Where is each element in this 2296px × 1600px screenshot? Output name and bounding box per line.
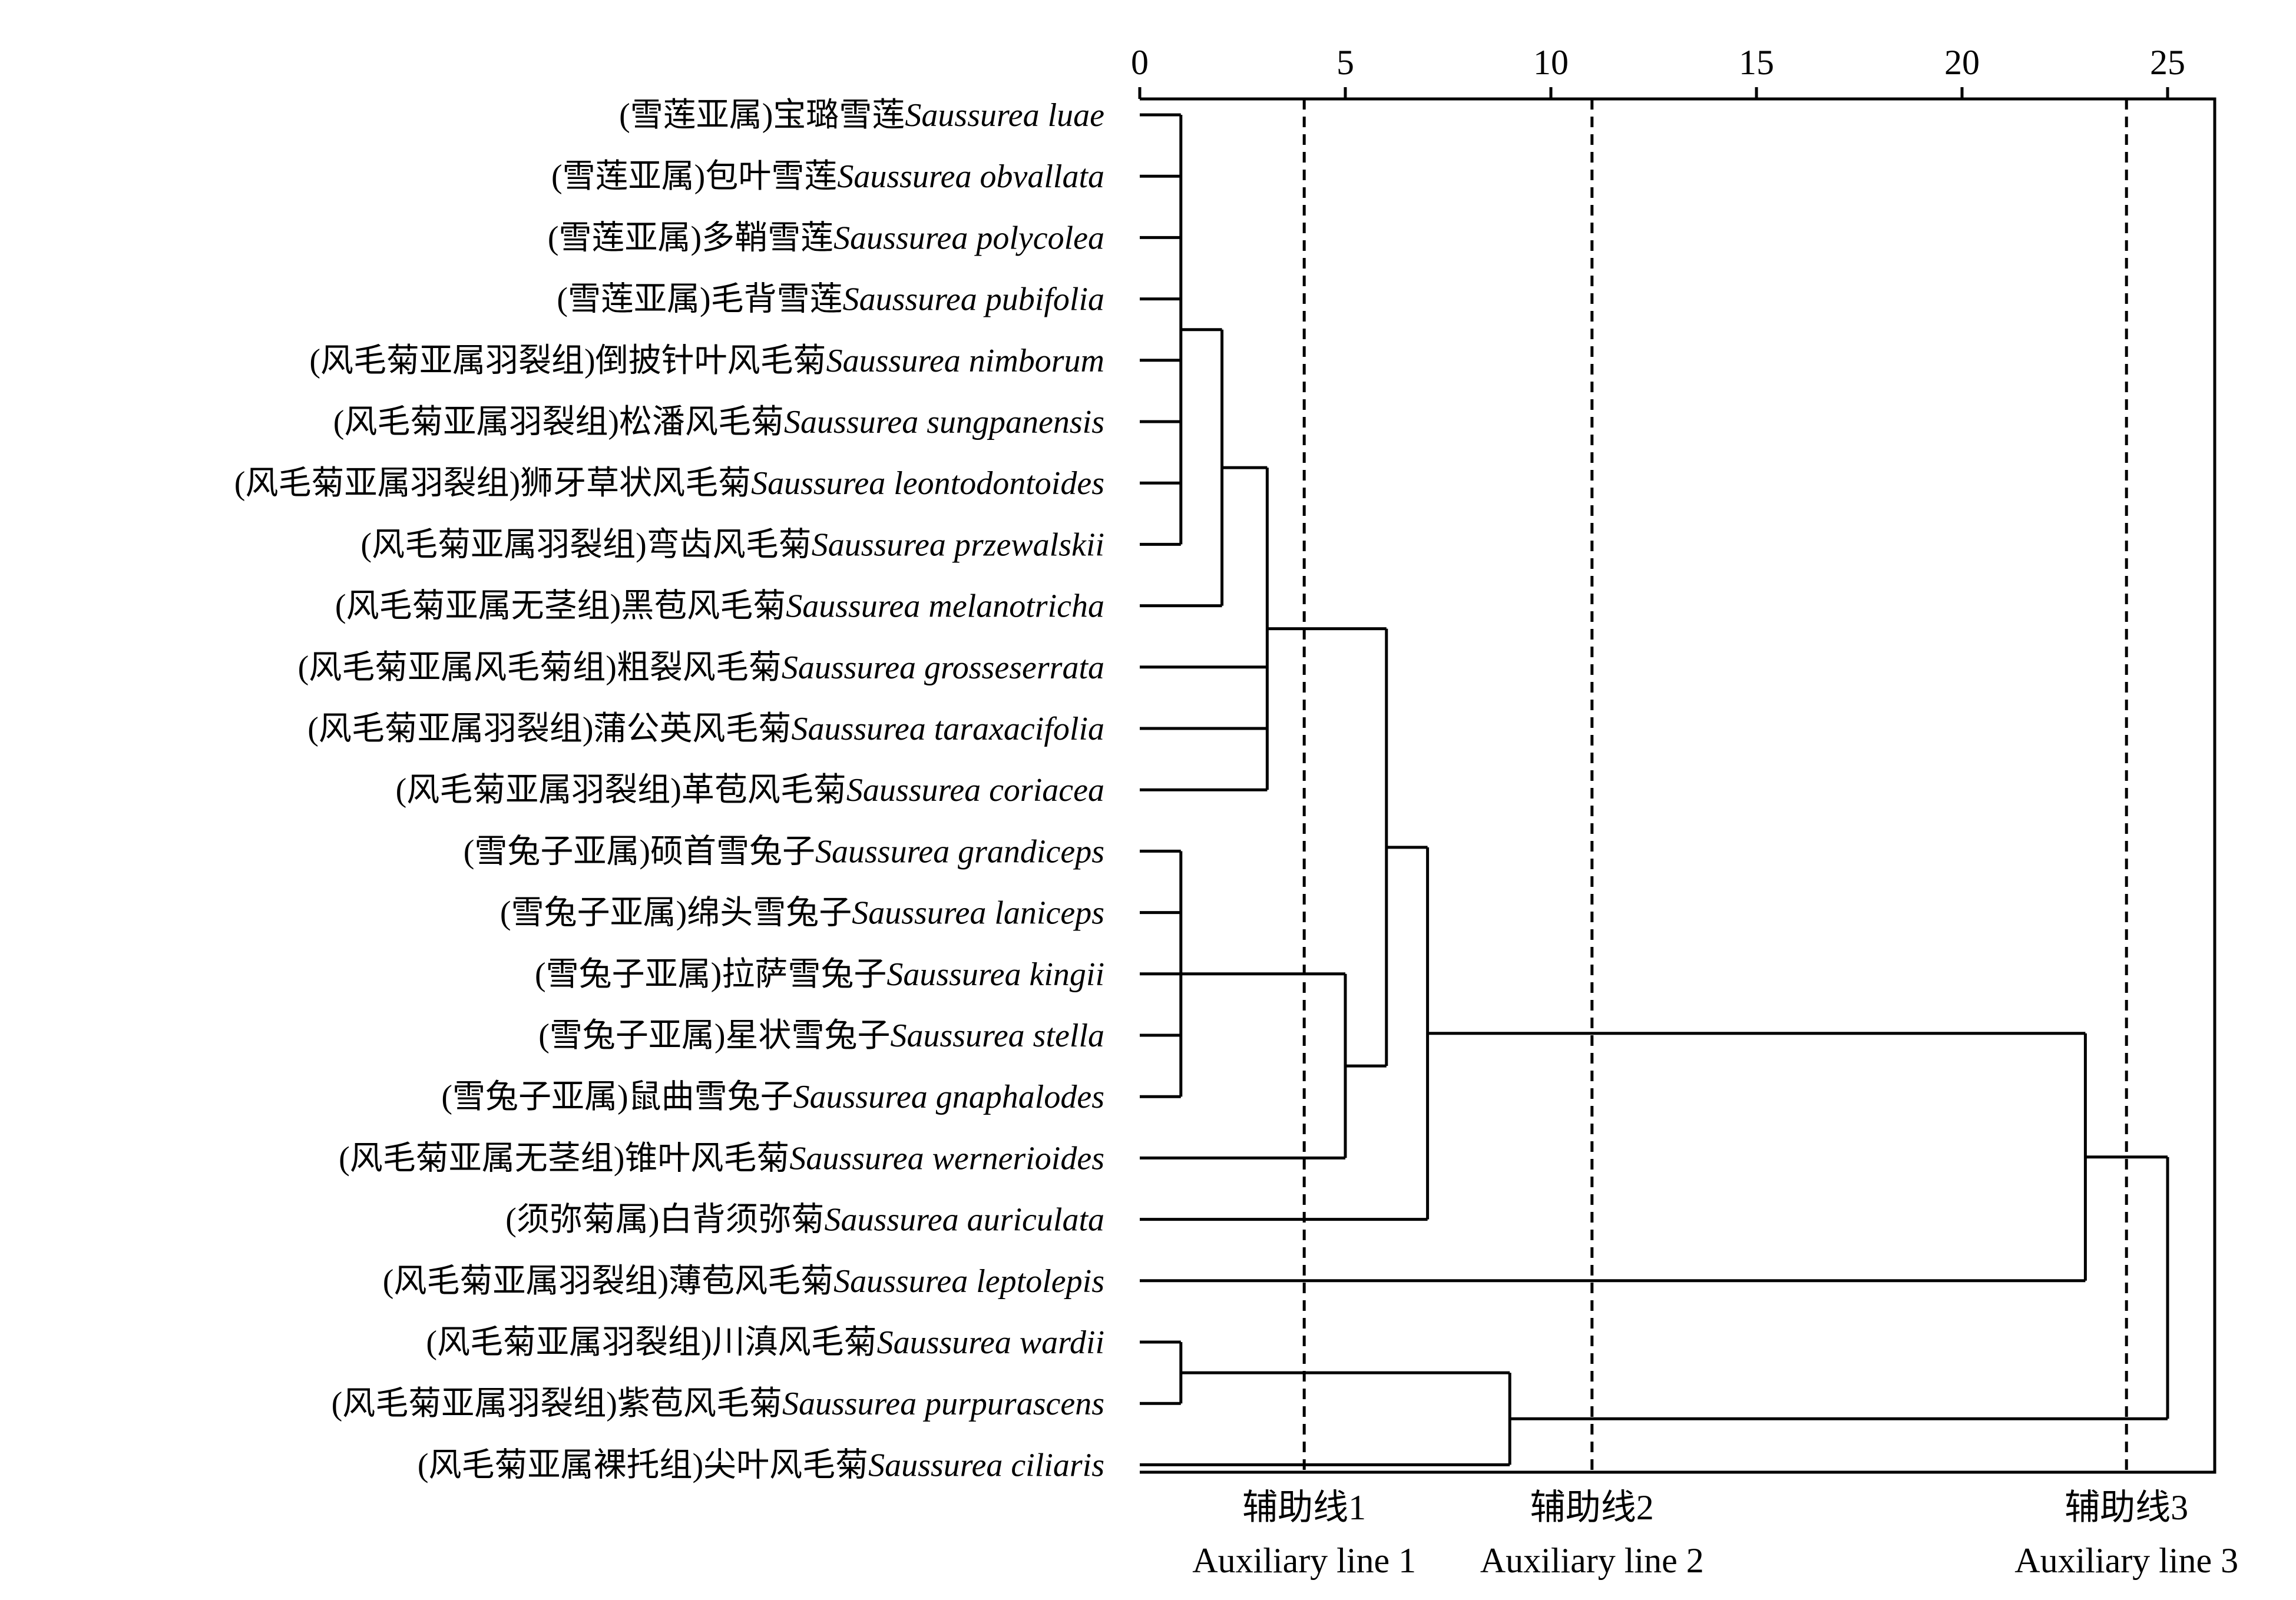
leaf-label-cn: (风毛菊亚属羽裂组)薄苞风毛菊 [383,1263,833,1300]
leaf-label: (风毛菊亚属羽裂组)松潘风毛菊Saussurea sungpanensis [333,404,1104,440]
leaf-label-cn: (风毛菊亚属羽裂组)倒披针叶风毛菊 [309,343,826,379]
leaf-label-scientific: Saussurea polycolea [833,220,1104,256]
leaf-label-cn: (雪兔子亚属)硕首雪兔子 [464,833,815,870]
x-tick-label: 10 [1533,43,1569,82]
leaf-label: (风毛菊亚属羽裂组)川滇风毛菊Saussurea wardii [426,1324,1104,1361]
x-tick-label: 20 [1944,43,1980,82]
leaf-label-cn: (风毛菊亚属羽裂组)紫苞风毛菊 [332,1386,782,1422]
leaf-label: (雪兔子亚属)鼠曲雪兔子Saussurea gnaphalodes [441,1079,1104,1115]
leaf-label-scientific: Saussurea kingii [886,956,1104,993]
leaf-label-scientific: Saussurea auriculata [825,1202,1104,1238]
leaf-label: (风毛菊亚属羽裂组)弯齿风毛菊Saussurea przewalskii [360,526,1104,563]
auxiliary-label-en-1: Auxiliary line 1 [1192,1541,1416,1580]
x-tick-label: 5 [1336,43,1354,82]
leaf-label-scientific: Saussurea luae [905,97,1104,134]
x-tick-label: 15 [1739,43,1774,82]
leaf-label-scientific: Saussurea stella [891,1018,1104,1054]
leaf-label-cn: (风毛菊亚属裸托组)尖叶风毛菊 [418,1447,868,1483]
leaf-label: (风毛菊亚属羽裂组)紫苞风毛菊Saussurea purpurascens [332,1386,1104,1422]
leaf-label: (雪兔子亚属)绵头雪兔子Saussurea laniceps [500,895,1104,932]
leaf-label: (雪莲亚属)包叶雪莲Saussurea obvallata [551,158,1104,195]
leaf-label: (雪兔子亚属)拉萨雪兔子Saussurea kingii [535,956,1104,993]
leaf-label-scientific: Saussurea przewalskii [812,526,1104,563]
dendrogram-branches [1140,113,2169,1466]
leaf-label-scientific: Saussurea gnaphalodes [793,1079,1104,1115]
leaf-label-scientific: Saussurea wernerioides [789,1140,1104,1177]
plot-frame [1140,97,2216,1474]
leaf-label: (雪莲亚属)多鞘雪莲Saussurea polycolea [548,220,1104,256]
leaf-label: (雪莲亚属)毛背雪莲Saussurea pubifolia [557,281,1104,318]
leaf-label-scientific: Saussurea leontodontoides [751,465,1104,502]
leaf-label-scientific: Saussurea taraxacifolia [792,711,1104,747]
leaf-label-cn: (风毛菊亚属风毛菊组)粗裂风毛菊 [298,650,782,686]
auxiliary-label-cn-2: 辅助线2 [1530,1488,1654,1527]
leaf-label-scientific: Saussurea obvallata [837,158,1104,195]
leaf-label-scientific: Saussurea wardii [877,1324,1104,1361]
leaf-label-scientific: Saussurea ciliaris [868,1447,1104,1483]
leaf-label: (须弥菊属)白背须弥菊Saussurea auriculata [505,1202,1104,1238]
leaf-label-cn: (风毛菊亚属无茎组)黑苞风毛菊 [335,588,786,625]
auxiliary-label-cn-3: 辅助线3 [2065,1488,2188,1527]
leaf-label: (雪兔子亚属)硕首雪兔子Saussurea grandiceps [464,833,1104,870]
leaf-label-scientific: Saussurea leptolepis [833,1263,1104,1300]
leaf-labels: (雪莲亚属)宝璐雪莲Saussurea luae(雪莲亚属)包叶雪莲Saussu… [234,97,1104,1483]
x-axis: 0 5 10 15 20 25 [1131,43,2185,99]
leaf-label-cn: (雪兔子亚属)星状雪兔子 [538,1018,890,1054]
leaf-label-scientific: Saussurea nimborum [826,343,1104,379]
auxiliary-lines: 辅助线1 Auxiliary line 1 辅助线2 Auxiliary line 2… [1192,99,2238,1580]
leaf-label-cn: (风毛菊亚属羽裂组)蒲公英风毛菊 [307,711,791,747]
auxiliary-label-cn-1: 辅助线1 [1242,1488,1366,1527]
leaf-label-scientific: Saussurea grosseserrata [782,650,1104,686]
leaf-label-cn: (风毛菊亚属羽裂组)弯齿风毛菊 [360,526,811,563]
leaf-label-cn: (风毛菊亚属羽裂组)松潘风毛菊 [333,404,784,440]
leaf-label-scientific: Saussurea coriacea [846,772,1104,809]
leaf-label-cn: (雪莲亚属)宝璐雪莲 [619,97,905,134]
leaf-label-cn: (雪兔子亚属)绵头雪兔子 [500,895,852,932]
leaf-label: (风毛菊亚属无茎组)锥叶风毛菊Saussurea wernerioides [339,1140,1104,1177]
leaf-label: (风毛菊亚属裸托组)尖叶风毛菊Saussurea ciliaris [418,1447,1104,1483]
leaf-label: (风毛菊亚属羽裂组)狮牙草状风毛菊Saussurea leontodontoid… [234,465,1104,502]
x-tick-label: 0 [1131,43,1149,82]
leaf-label: (雪莲亚属)宝璐雪莲Saussurea luae [619,97,1104,134]
leaf-label-cn: (风毛菊亚属羽裂组)狮牙草状风毛菊 [234,465,751,502]
leaf-label-scientific: Saussurea sungpanensis [784,404,1104,440]
leaf-label: (风毛菊亚属羽裂组)倒披针叶风毛菊Saussurea nimborum [309,343,1104,379]
x-tick-label: 25 [2150,43,2185,82]
leaf-label: (风毛菊亚属羽裂组)薄苞风毛菊Saussurea leptolepis [383,1263,1104,1300]
leaf-label-scientific: Saussurea laniceps [852,895,1104,932]
auxiliary-label-en-3: Auxiliary line 3 [2014,1541,2238,1580]
leaf-label: (风毛菊亚属羽裂组)蒲公英风毛菊Saussurea taraxacifolia [307,711,1104,747]
leaf-label-cn: (雪兔子亚属)拉萨雪兔子 [535,956,886,993]
leaf-label-cn: (须弥菊属)白背须弥菊 [505,1202,824,1238]
leaf-label-cn: (雪莲亚属)毛背雪莲 [557,281,842,318]
leaf-label-cn: (风毛菊亚属羽裂组)革苞风毛菊 [396,772,846,809]
leaf-label-scientific: Saussurea pubifolia [843,281,1104,318]
leaf-label-cn: (雪莲亚属)包叶雪莲 [551,158,837,195]
leaf-label-scientific: Saussurea melanotricha [786,588,1104,625]
leaf-label-cn: (风毛菊亚属无茎组)锥叶风毛菊 [339,1140,789,1177]
leaf-label-cn: (雪兔子亚属)鼠曲雪兔子 [441,1079,793,1115]
leaf-label-cn: (雪莲亚属)多鞘雪莲 [548,220,833,256]
leaf-label-cn: (风毛菊亚属羽裂组)川滇风毛菊 [426,1324,876,1361]
leaf-label: (雪兔子亚属)星状雪兔子Saussurea stella [538,1018,1104,1054]
leaf-label-scientific: Saussurea purpurascens [782,1386,1104,1422]
auxiliary-label-en-2: Auxiliary line 2 [1480,1541,1704,1580]
frame-border [1140,97,2216,1474]
leaf-label-scientific: Saussurea grandiceps [815,833,1104,870]
leaf-label: (风毛菊亚属无茎组)黑苞风毛菊Saussurea melanotricha [335,588,1104,625]
leaf-label: (风毛菊亚属羽裂组)革苞风毛菊Saussurea coriacea [396,772,1104,809]
leaf-label: (风毛菊亚属风毛菊组)粗裂风毛菊Saussurea grosseserrata [298,650,1104,686]
